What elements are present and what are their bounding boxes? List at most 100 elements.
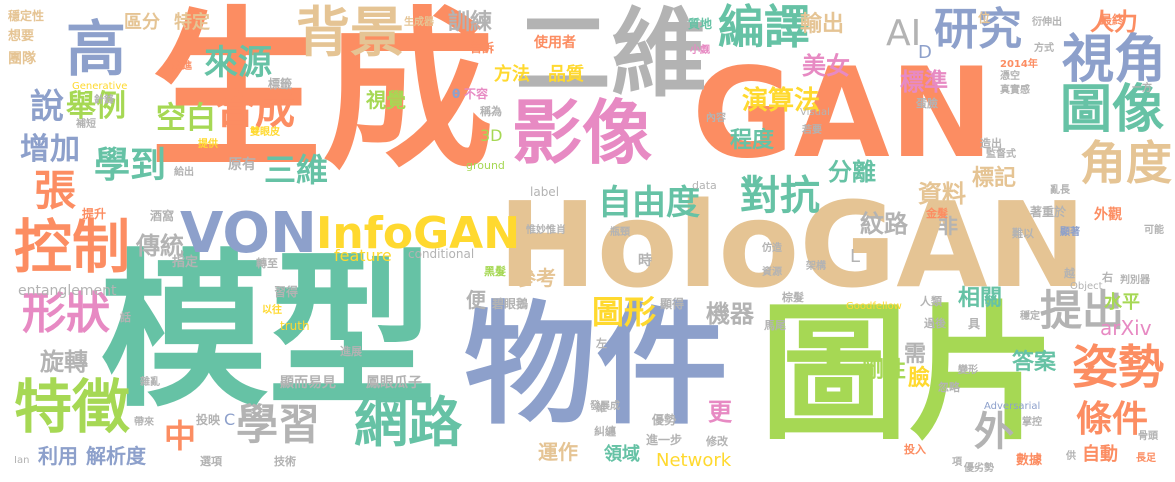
word-visual: Visual [800,108,830,118]
word-shuiping: 水平 [1104,294,1140,312]
word-huai: 話 [120,312,131,323]
word-zongfa: 棕髮 [782,292,804,303]
word-zhiding: 指定 [172,256,198,269]
word-jinyibu: 進一步 [646,434,682,446]
word-yuanyou: 原有 [228,158,256,172]
word-duikang: 對抗 [740,176,820,216]
word-kongzhi: 控制 [14,218,130,276]
word-gao: 高 [66,20,126,80]
word-hulue: 忽略 [938,382,960,393]
word-zaochu: 造出 [980,138,1002,149]
word-tezheng: 特徵 [14,378,130,436]
word-xuedao: 學到 [94,148,166,184]
word-cankao: 參考 [516,268,556,288]
word-xiaojin: 小觑 [690,46,710,56]
word-shuju: 數據 [1016,454,1042,467]
word-biaoqian: 標籤 [268,78,292,90]
word-touying: 投映 [196,414,220,426]
word-zidong: 自動 [1082,446,1118,464]
word-xianzhu: 顯著 [1060,228,1080,238]
word-l: L [850,248,860,266]
word-jinfa: 金髮 [926,208,948,219]
word-xuzhuan: 旋轉 [40,350,88,374]
word-shuo: 說 [30,90,64,124]
word-sanwei: 三維 [264,154,328,186]
word-xiangyao: 想要 [8,30,34,43]
word-feature: feature [334,248,392,264]
word-yunzuo: 運作 [538,442,578,462]
word-erwei: 二維 [515,6,707,102]
word-laiyuan: 來源 [204,46,272,80]
word-meinu: 美女 [802,54,850,78]
word-wending2: 穩定 [1020,312,1040,322]
word-wai: 外 [974,412,1014,452]
word-ziyuan: 資源 [762,268,782,278]
word-tisheng: 提升 [82,208,106,220]
word-ziyoudu: 自由度 [598,186,700,220]
word-year: 2014年 [1000,60,1038,70]
word-xiande: 顯得 [660,298,684,310]
word-toutou: 投入 [904,444,926,455]
word-bianxing: 變形 [958,366,978,376]
word-zuo: 左 [596,338,607,349]
word-fangshi: 方式 [1034,44,1054,54]
word-wending: 穩定性 [8,10,44,22]
word-xianer: 顯而易見 [280,376,336,390]
word-neirong: 內容 [706,114,726,124]
word-biaoji: 標記 [972,168,1016,190]
word-youshi: 優勢 [652,414,676,426]
word-yingxiang: 影像 [512,98,652,168]
word-goodfellow: Goodfellow [846,302,902,312]
word-gangxing: 剛性 [862,360,906,382]
word-xiang: 項 [952,458,962,468]
word-jujia: 架構 [806,262,826,272]
word-xuanxiang: 選項 [200,456,222,467]
word-danlian: 蛋臉 [916,98,938,109]
word-jiaodu: 角度 [1080,140,1172,186]
word-weimiao: 惟妙惟肖 [526,226,566,236]
word-gupiao: 骨頭 [1138,432,1158,442]
word-xu: 需 [904,344,926,366]
word-ziliao: 資料 [918,182,966,206]
word-xiangguan: 相關 [958,288,1002,310]
word-tuandui: 團隊 [8,52,36,66]
word-jujuan: 具 [968,318,980,330]
word-dailai: 帶來 [134,418,154,428]
word-yifang: 一方 [1132,84,1152,94]
word-zuizhong: 最終 [1100,14,1124,26]
word-jiuchan: 糾纏 [594,426,616,437]
word-lingyu: 領域 [604,446,640,464]
word-luanfa: 亂長 [1050,186,1070,196]
word-zhenfeng: 針鋒 [94,96,114,106]
word-teding: 特定 [174,14,210,32]
word-shuangyanpi: 雙眼皮 [250,128,280,138]
word-shijue: 視覺 [366,90,406,110]
word-zhuchong: 著重於 [1030,206,1066,218]
word-weidu: 位 [978,12,990,24]
word-zitai: 姿勢 [1072,344,1164,390]
word-jiqi: 機器 [706,302,754,326]
word-zhang: 張 [34,170,76,212]
word-biyan: 碧眼鵝 [492,298,528,310]
word-daan: 答案 [1012,352,1056,374]
word-shengchengqi: 生成器 [404,18,434,28]
word-nanyi: 難以 [1012,228,1034,239]
word-gaijin: 改進 [172,62,192,72]
word-fangzao: 仿造 [762,244,782,254]
word-shiyongzhe: 使用者 [534,36,576,50]
word-shijiao: 視角 [1062,34,1166,86]
word-wangluo: 網路 [354,396,462,450]
word-jiuwo: 酒窩 [150,210,174,222]
word-zhidi: 質地 [688,18,712,30]
word-ground: ground [466,160,505,171]
word-xunlian: 訓練 [448,12,492,34]
word-geichu: 給出 [174,168,194,178]
word-buduan: 補短 [76,120,96,130]
word-zhuanzhi: 轉至 [256,258,278,269]
word-renlei: 人類 [920,296,942,307]
word-d: D [918,44,932,62]
word-heifa: 黑髮 [484,266,506,277]
word-ruoyao: 若要 [802,126,822,136]
word-wei: 維 [596,402,607,413]
word-lian: 臉 [908,368,930,390]
